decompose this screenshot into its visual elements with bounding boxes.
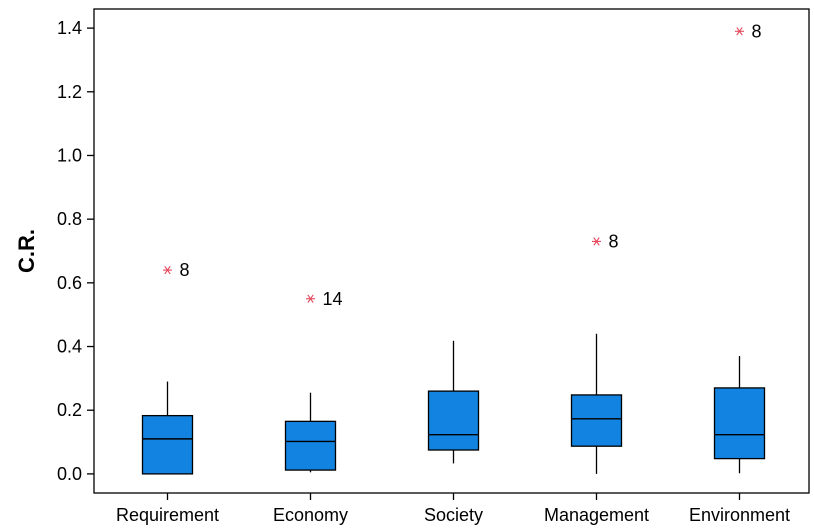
y-axis-title: C.R. (14, 229, 39, 273)
x-category-label: Requirement (116, 505, 219, 525)
x-category-label: Economy (273, 505, 348, 525)
y-tick-label: 0.8 (57, 209, 82, 229)
outlier-marker (735, 27, 744, 36)
outlier-marker (306, 294, 315, 303)
y-tick-label: 0.4 (57, 337, 82, 357)
iqr-box (284, 420, 337, 471)
outlier-label: 14 (323, 289, 343, 309)
iqr-box (713, 387, 766, 460)
outlier-marker (163, 265, 172, 275)
y-tick-label: 0.0 (57, 464, 82, 484)
box-economy: 14 (284, 289, 343, 473)
box-management: 8 (570, 231, 623, 474)
y-tick-label: 1.4 (57, 18, 82, 38)
x-category-label: Management (544, 505, 649, 525)
y-tick-label: 0.6 (57, 273, 82, 293)
box-series: 8 14 8 8 (141, 21, 766, 475)
plot-frame (93, 8, 810, 494)
y-axis: 0.0 0.2 0.4 0.6 0.8 1.0 1.2 1.4 (57, 18, 94, 484)
outlier-marker (592, 237, 601, 246)
x-axis: Requirement Economy Society Management Envir… (116, 493, 790, 525)
box-requirement: 8 (141, 260, 194, 475)
outlier-label: 8 (752, 21, 762, 41)
box-environment: 8 (713, 21, 766, 474)
y-tick-label: 0.2 (57, 400, 82, 420)
x-category-label: Environment (689, 505, 790, 525)
outlier-label: 8 (180, 260, 190, 280)
iqr-box (141, 414, 194, 475)
iqr-box (570, 394, 623, 447)
x-category-label: Society (424, 505, 483, 525)
iqr-box (427, 390, 480, 451)
outlier-label: 8 (609, 231, 619, 251)
y-tick-label: 1.2 (57, 82, 82, 102)
box-society (427, 340, 480, 464)
y-tick-label: 1.0 (57, 145, 82, 165)
